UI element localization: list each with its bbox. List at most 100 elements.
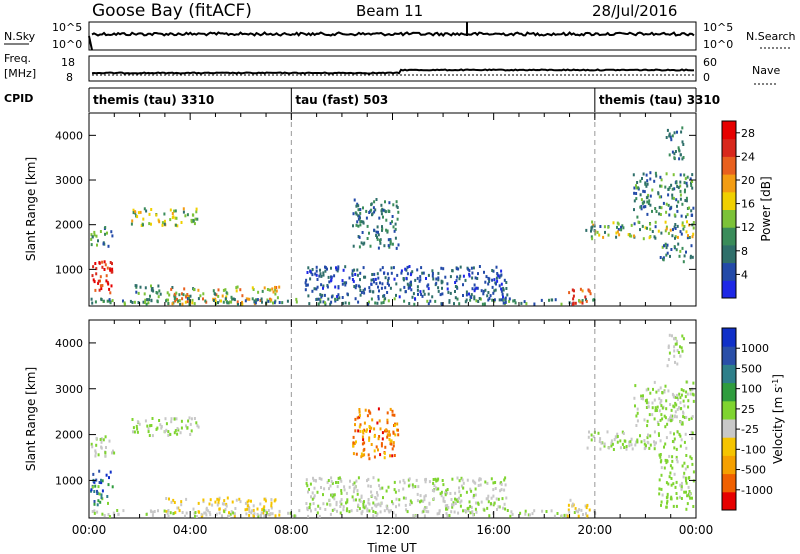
heatmap-cell — [93, 480, 96, 484]
heatmap-cell — [369, 244, 372, 248]
heatmap-cell — [117, 512, 120, 516]
heatmap-cell — [436, 512, 439, 516]
heatmap-cell — [685, 230, 688, 234]
heatmap-cell — [462, 486, 465, 490]
heatmap-cell — [631, 447, 634, 451]
heatmap-cell — [391, 447, 394, 451]
heatmap-cell — [246, 504, 249, 508]
heatmap-cell — [233, 298, 236, 302]
heatmap-cell — [135, 424, 138, 428]
heatmap-cell — [138, 422, 141, 426]
heatmap-cell — [505, 281, 508, 284]
colorbar-tick-label: -25 — [741, 423, 759, 436]
heatmap-cell — [406, 510, 409, 514]
heatmap-cell — [106, 495, 109, 498]
heatmap-cell — [674, 150, 677, 153]
heatmap-cell — [175, 291, 178, 295]
heatmap-cell — [408, 302, 411, 305]
heatmap-cell — [132, 208, 135, 212]
heatmap-cell — [383, 294, 386, 298]
heatmap-cell — [187, 294, 190, 298]
heatmap-cell — [644, 445, 647, 449]
heatmap-cell — [109, 291, 112, 295]
heatmap-cell — [367, 498, 370, 501]
heatmap-cell — [691, 415, 694, 419]
heatmap-cell — [386, 507, 389, 510]
heatmap-cell — [491, 278, 494, 282]
heatmap-cell — [636, 411, 639, 415]
heatmap-cell — [336, 485, 339, 489]
heatmap-cell — [90, 243, 93, 247]
heatmap-cell — [680, 346, 683, 350]
heatmap-cell — [444, 275, 447, 279]
heatmap-cell — [385, 489, 388, 493]
heatmap-cell — [333, 493, 336, 497]
heatmap-cell — [644, 226, 647, 230]
heatmap-cell — [184, 214, 187, 218]
heatmap-cell — [357, 214, 360, 218]
heatmap-cell — [381, 437, 384, 441]
heatmap-cell — [431, 489, 434, 492]
heatmap-cell — [500, 287, 503, 291]
heatmap-cell — [482, 289, 485, 293]
heatmap-cell — [666, 128, 669, 132]
heatmap-cell — [670, 183, 673, 187]
heatmap-cell — [681, 157, 684, 161]
heatmap-cell — [619, 446, 622, 450]
heatmap-cell — [425, 477, 427, 481]
heatmap-cell — [466, 478, 469, 482]
heatmap-cell — [500, 481, 503, 485]
heatmap-cell — [95, 234, 98, 238]
heatmap-cell — [675, 181, 678, 185]
cpid-segments: themis (tau) 3310 tau (fast) 503 themis (t… — [93, 88, 720, 112]
heatmap-cell — [680, 388, 683, 392]
heatmap-cell — [421, 294, 424, 298]
heatmap-cell — [159, 292, 162, 296]
heatmap-cell — [382, 301, 385, 304]
heatmap-cell — [490, 502, 492, 506]
heatmap-cell — [345, 501, 347, 505]
heatmap-cell — [102, 242, 105, 246]
heatmap-cell — [590, 226, 593, 230]
heatmap-cell — [375, 497, 378, 501]
heatmap-cell — [351, 278, 354, 281]
heatmap-cell — [231, 297, 234, 301]
heatmap-cell — [363, 287, 366, 291]
heatmap-cell — [654, 171, 657, 175]
heatmap-cell — [366, 479, 368, 483]
heatmap-cell — [684, 188, 686, 192]
heatmap-cell — [660, 404, 663, 408]
heatmap-cell — [667, 344, 670, 348]
heatmap-cell — [468, 269, 471, 272]
heatmap-cell — [495, 497, 498, 501]
heatmap-cell — [604, 230, 606, 234]
heatmap-cell — [435, 281, 438, 285]
heatmap-cell — [392, 203, 395, 207]
heatmap-cell — [244, 501, 247, 505]
heatmap-cell — [435, 486, 438, 490]
heatmap-cell — [358, 245, 361, 249]
heatmap-cell — [165, 510, 168, 514]
heatmap-cell — [135, 284, 138, 288]
heatmap-cell — [630, 443, 633, 447]
heatmap-cell — [344, 301, 347, 305]
heatmap-cell — [239, 500, 242, 504]
heatmap-cell — [676, 349, 679, 353]
heatmap-cell — [664, 442, 667, 446]
heatmap-cell — [335, 266, 337, 270]
x-tick-label: 00:00 — [72, 523, 107, 537]
heatmap-cell — [642, 397, 644, 401]
heatmap-cell — [673, 415, 676, 419]
heatmap-cell — [354, 297, 357, 301]
heatmap-cell — [355, 212, 358, 216]
nsky-panel: N.Sky 10^5 10^0 10^5 10^0 N.Search — [4, 21, 796, 51]
heatmap-cell — [380, 442, 383, 446]
heatmap-cell — [376, 491, 378, 495]
heatmap-cell — [657, 229, 660, 233]
heatmap-cell — [170, 417, 173, 421]
heatmap-cell — [197, 510, 200, 514]
heatmap-cell — [670, 206, 672, 210]
heatmap-cell — [485, 497, 488, 501]
heatmap-cell — [665, 136, 668, 139]
